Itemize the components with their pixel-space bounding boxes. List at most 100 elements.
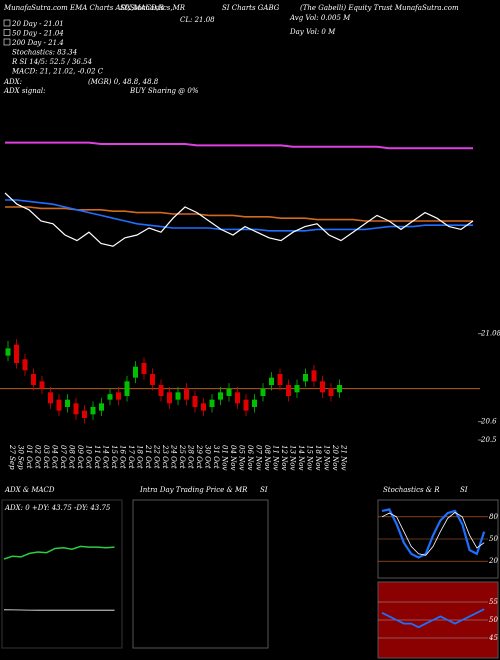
signal-text: ADX:	[3, 78, 22, 86]
candle-body	[320, 381, 325, 393]
legend-box	[3, 29, 11, 36]
stat-text: R SI 14/5: 52.5 / 36.54	[11, 58, 92, 66]
candle-body	[22, 359, 28, 371]
candle-body	[218, 392, 223, 400]
stoch-signal	[381, 511, 485, 556]
x-tick-label: 22 Oct	[153, 444, 161, 469]
y-tick-label: 21.08	[480, 330, 500, 338]
x-tick-label: 02 Oct	[34, 445, 42, 469]
y-tick-label: 50	[489, 535, 498, 543]
signal-text: BUY Sharing @ 0%	[129, 87, 199, 95]
header-text: (The Gabelli) Equity Trust MunafaSutra.c…	[300, 4, 459, 12]
y-tick-label: 80	[489, 513, 498, 521]
x-tick-label: 01 Nov	[221, 445, 229, 470]
candle-body	[252, 399, 257, 407]
candle-body	[209, 399, 215, 407]
stat-text: Stochastics: 83.34	[12, 49, 77, 57]
header-text: SI Charts GABG	[222, 4, 280, 12]
x-tick-label: 03 Oct	[42, 445, 50, 469]
rsi-line	[381, 608, 485, 629]
x-tick-label: 21 Nov	[340, 444, 348, 470]
x-tick-label: 18 Nov	[314, 445, 322, 470]
y-tick-label: 20	[488, 557, 498, 565]
x-tick-label: 27 Sep	[8, 444, 16, 470]
candle-body	[31, 374, 36, 385]
legend-box	[3, 38, 11, 46]
x-tick-label: 20 Nov	[331, 444, 339, 470]
avg-vol: Avg Vol: 0.005 M	[289, 14, 351, 22]
x-tick-label: 06 Nov	[246, 445, 254, 470]
stat-text: 200 Day - 21.4	[11, 39, 64, 47]
x-tick-label: 04 Oct	[51, 445, 59, 469]
y-tick-label: 20.5	[480, 436, 497, 444]
panel-title: Intra Day Trading Price & MR	[139, 486, 248, 494]
adx-line	[3, 545, 115, 560]
candle-body	[150, 374, 155, 385]
header-text: SI,Stochastics,MR	[120, 4, 186, 12]
x-tick-label: 28 Oct	[187, 444, 195, 469]
y-tick-label: 50	[489, 616, 498, 624]
x-tick-label: 16 Oct	[119, 445, 127, 469]
x-tick-label: 01 Oct	[25, 445, 33, 469]
candle-body	[269, 377, 274, 385]
candle-body	[243, 399, 249, 411]
ma-line	[5, 199, 473, 232]
ma-line	[5, 206, 473, 222]
candle-body	[48, 392, 53, 404]
y-tick-label: 45	[488, 634, 498, 642]
signal-text: ADX signal:	[3, 87, 45, 95]
candle-body	[141, 363, 147, 374]
candle-body	[184, 388, 189, 400]
candle-body	[167, 392, 172, 404]
x-tick-label: 21 Oct	[144, 444, 152, 469]
candle-body	[201, 403, 206, 411]
ma-line	[5, 141, 473, 150]
candle-body	[124, 381, 130, 396]
y-tick-label: 55	[489, 598, 498, 606]
candle-body	[39, 381, 45, 389]
x-tick-label: 07 Nov	[255, 445, 263, 470]
candle-body	[5, 348, 11, 356]
candle-body	[73, 403, 79, 415]
candle-body	[107, 394, 113, 400]
x-tick-label: 31 Oct	[212, 445, 220, 469]
candle-body	[65, 399, 70, 407]
candle-body	[226, 388, 232, 396]
stoch-line	[381, 508, 486, 559]
x-tick-label: 07 Oct	[59, 445, 67, 469]
stat-text: 50 Day - 21.04	[12, 30, 64, 38]
candle-body	[158, 385, 164, 396]
x-tick-label: 17 Oct	[127, 445, 135, 469]
candle-body	[277, 374, 283, 385]
x-tick-label: 30 Oct	[204, 445, 212, 469]
signal-text: (MGR) 0, 48.8, 48.8	[88, 78, 159, 86]
candle-body	[82, 410, 87, 418]
header-text: MunafaSutra.com EMA Charts ADX,MACD,R	[3, 4, 165, 12]
panel-title: Stochastics & R	[383, 486, 440, 494]
candle-body	[303, 374, 308, 382]
x-tick-label: 11 Nov	[272, 445, 280, 470]
x-tick-label: 14 Nov	[297, 445, 305, 470]
x-tick-label: 23 Oct	[161, 444, 169, 469]
candle-body	[260, 388, 266, 396]
x-tick-label: 11 Oct	[93, 445, 101, 469]
x-tick-label: 13 Nov	[289, 445, 297, 470]
close-text: CL: 21.08	[180, 16, 215, 24]
candle-body	[294, 385, 300, 393]
x-tick-label: 19 Nov	[323, 445, 331, 470]
x-tick-label: 12 Nov	[280, 445, 288, 470]
day-vol: Day Vol: 0 M	[289, 28, 336, 36]
candle-body	[235, 392, 240, 404]
adx-label: ADX: 0 +DY: 43.75 -DY: 43.75	[4, 504, 111, 512]
x-tick-label: 09 Oct	[76, 445, 84, 469]
adx-box	[1, 499, 123, 649]
x-tick-label: 04 Nov	[229, 445, 237, 470]
x-tick-label: 18 Oct	[136, 445, 144, 469]
x-tick-label: 08 Nov	[263, 445, 271, 470]
candle-body	[56, 399, 62, 411]
stat-text: 20 Day - 21.01	[11, 20, 64, 28]
x-tick-label: 30 Sep	[17, 445, 25, 470]
candle-body	[99, 403, 104, 411]
